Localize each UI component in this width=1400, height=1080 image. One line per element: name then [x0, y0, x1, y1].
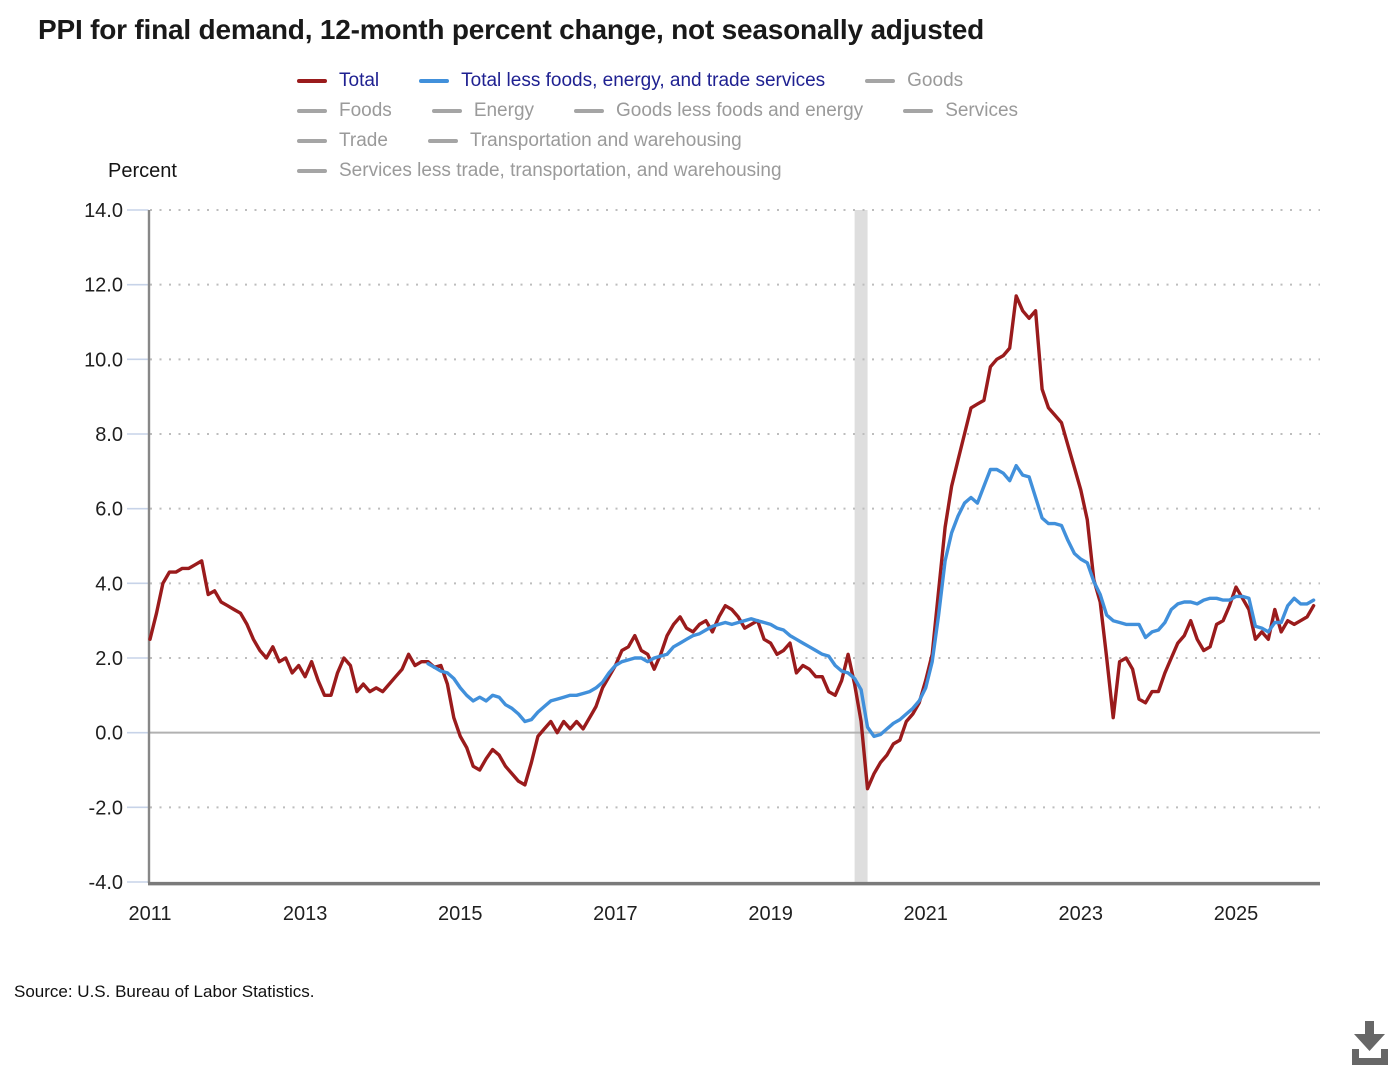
legend-item-label: Transportation and warehousing: [469, 130, 742, 151]
legend-swatch-icon: [297, 139, 327, 143]
legend-swatch-icon: [297, 169, 327, 173]
legend-swatch-icon: [431, 109, 462, 113]
legend-item-label: Energy: [473, 100, 535, 121]
chart-title: PPI for final demand, 12-month percent c…: [38, 14, 984, 45]
legend-row: Trade Transportation and warehousing: [297, 126, 1018, 156]
download-button[interactable]: [1341, 1014, 1397, 1070]
x-axis-label: 2019: [748, 903, 793, 925]
legend-swatch-icon: [427, 139, 458, 143]
legend-item-transportation-and-warehousing[interactable]: Transportation and warehousing: [427, 130, 742, 152]
x-axis-label: 2015: [438, 903, 483, 925]
legend-item-foods[interactable]: Foods: [297, 100, 392, 122]
legend-item-services[interactable]: Services: [903, 100, 1018, 122]
x-axis-label: 2021: [903, 903, 948, 925]
y-axis-label: 6.0: [95, 499, 123, 521]
y-axis-label: -4.0: [89, 872, 123, 894]
legend-item-total-less-foods-energy-and-trade-services[interactable]: Total less foods, energy, and trade serv…: [419, 70, 825, 92]
x-axis-label: 2013: [283, 903, 328, 925]
legend-item-label: Services less trade, transportation, and…: [339, 160, 782, 181]
legend-item-label: Goods: [907, 70, 964, 91]
y-axis-label: 12.0: [84, 275, 123, 297]
legend-item-label: Total less foods, energy, and trade serv…: [461, 70, 826, 91]
legend-swatch-icon: [574, 109, 605, 113]
legend: Total Total less foods, energy, and trade…: [297, 66, 1018, 186]
series-line-total[interactable]: [148, 294, 1316, 791]
legend-swatch-icon: [297, 79, 327, 83]
legend-item-label: Goods less foods and energy: [616, 100, 864, 121]
y-axis-label: 8.0: [95, 424, 123, 446]
legend-swatch-icon: [865, 79, 896, 83]
y-axis-label: 10.0: [84, 349, 123, 371]
y-axis-label: 0.0: [95, 723, 123, 745]
legend-swatch-icon: [903, 109, 934, 113]
legend-item-label: Services: [945, 100, 1019, 121]
legend-item-energy[interactable]: Energy: [431, 100, 535, 122]
legend-item-total[interactable]: Total: [297, 70, 379, 92]
x-axis-label: 2011: [128, 903, 171, 925]
legend-row: Services less trade, transportation, and…: [297, 156, 1018, 186]
y-axis-label: -2.0: [89, 797, 123, 819]
x-axis-label: 2025: [1214, 903, 1259, 925]
source-note: Source: U.S. Bureau of Labor Statistics.: [14, 982, 315, 1001]
y-axis-label: 2.0: [95, 648, 123, 670]
legend-item-label: Trade: [339, 130, 388, 151]
y-axis-label: 14.0: [84, 200, 123, 222]
legend-item-goods[interactable]: Goods: [865, 70, 963, 92]
legend-item-trade[interactable]: Trade: [297, 130, 388, 152]
series-line-total-less-foods-energy-and-trade-services[interactable]: [426, 464, 1316, 739]
x-axis-label: 2017: [593, 903, 638, 925]
legend-row: Total Total less foods, energy, and trade…: [297, 66, 1018, 96]
legend-item-goods-less-foods-and-energy[interactable]: Goods less foods and energy: [574, 100, 863, 122]
legend-row: Foods Energy Goods less foods and energy Se…: [297, 96, 1018, 126]
legend-swatch-icon: [419, 79, 450, 83]
legend-item-label: Foods: [339, 100, 392, 121]
y-axis-title: Percent: [108, 160, 177, 182]
y-axis-label: 4.0: [95, 573, 123, 595]
x-axis-label: 2023: [1059, 903, 1104, 925]
legend-item-services-less-trade-transportation-and-warehousi[interactable]: Services less trade, transportation, and…: [297, 160, 782, 182]
download-icon[interactable]: [1352, 1021, 1388, 1065]
legend-swatch-icon: [297, 109, 327, 113]
legend-item-label: Total: [339, 70, 380, 91]
